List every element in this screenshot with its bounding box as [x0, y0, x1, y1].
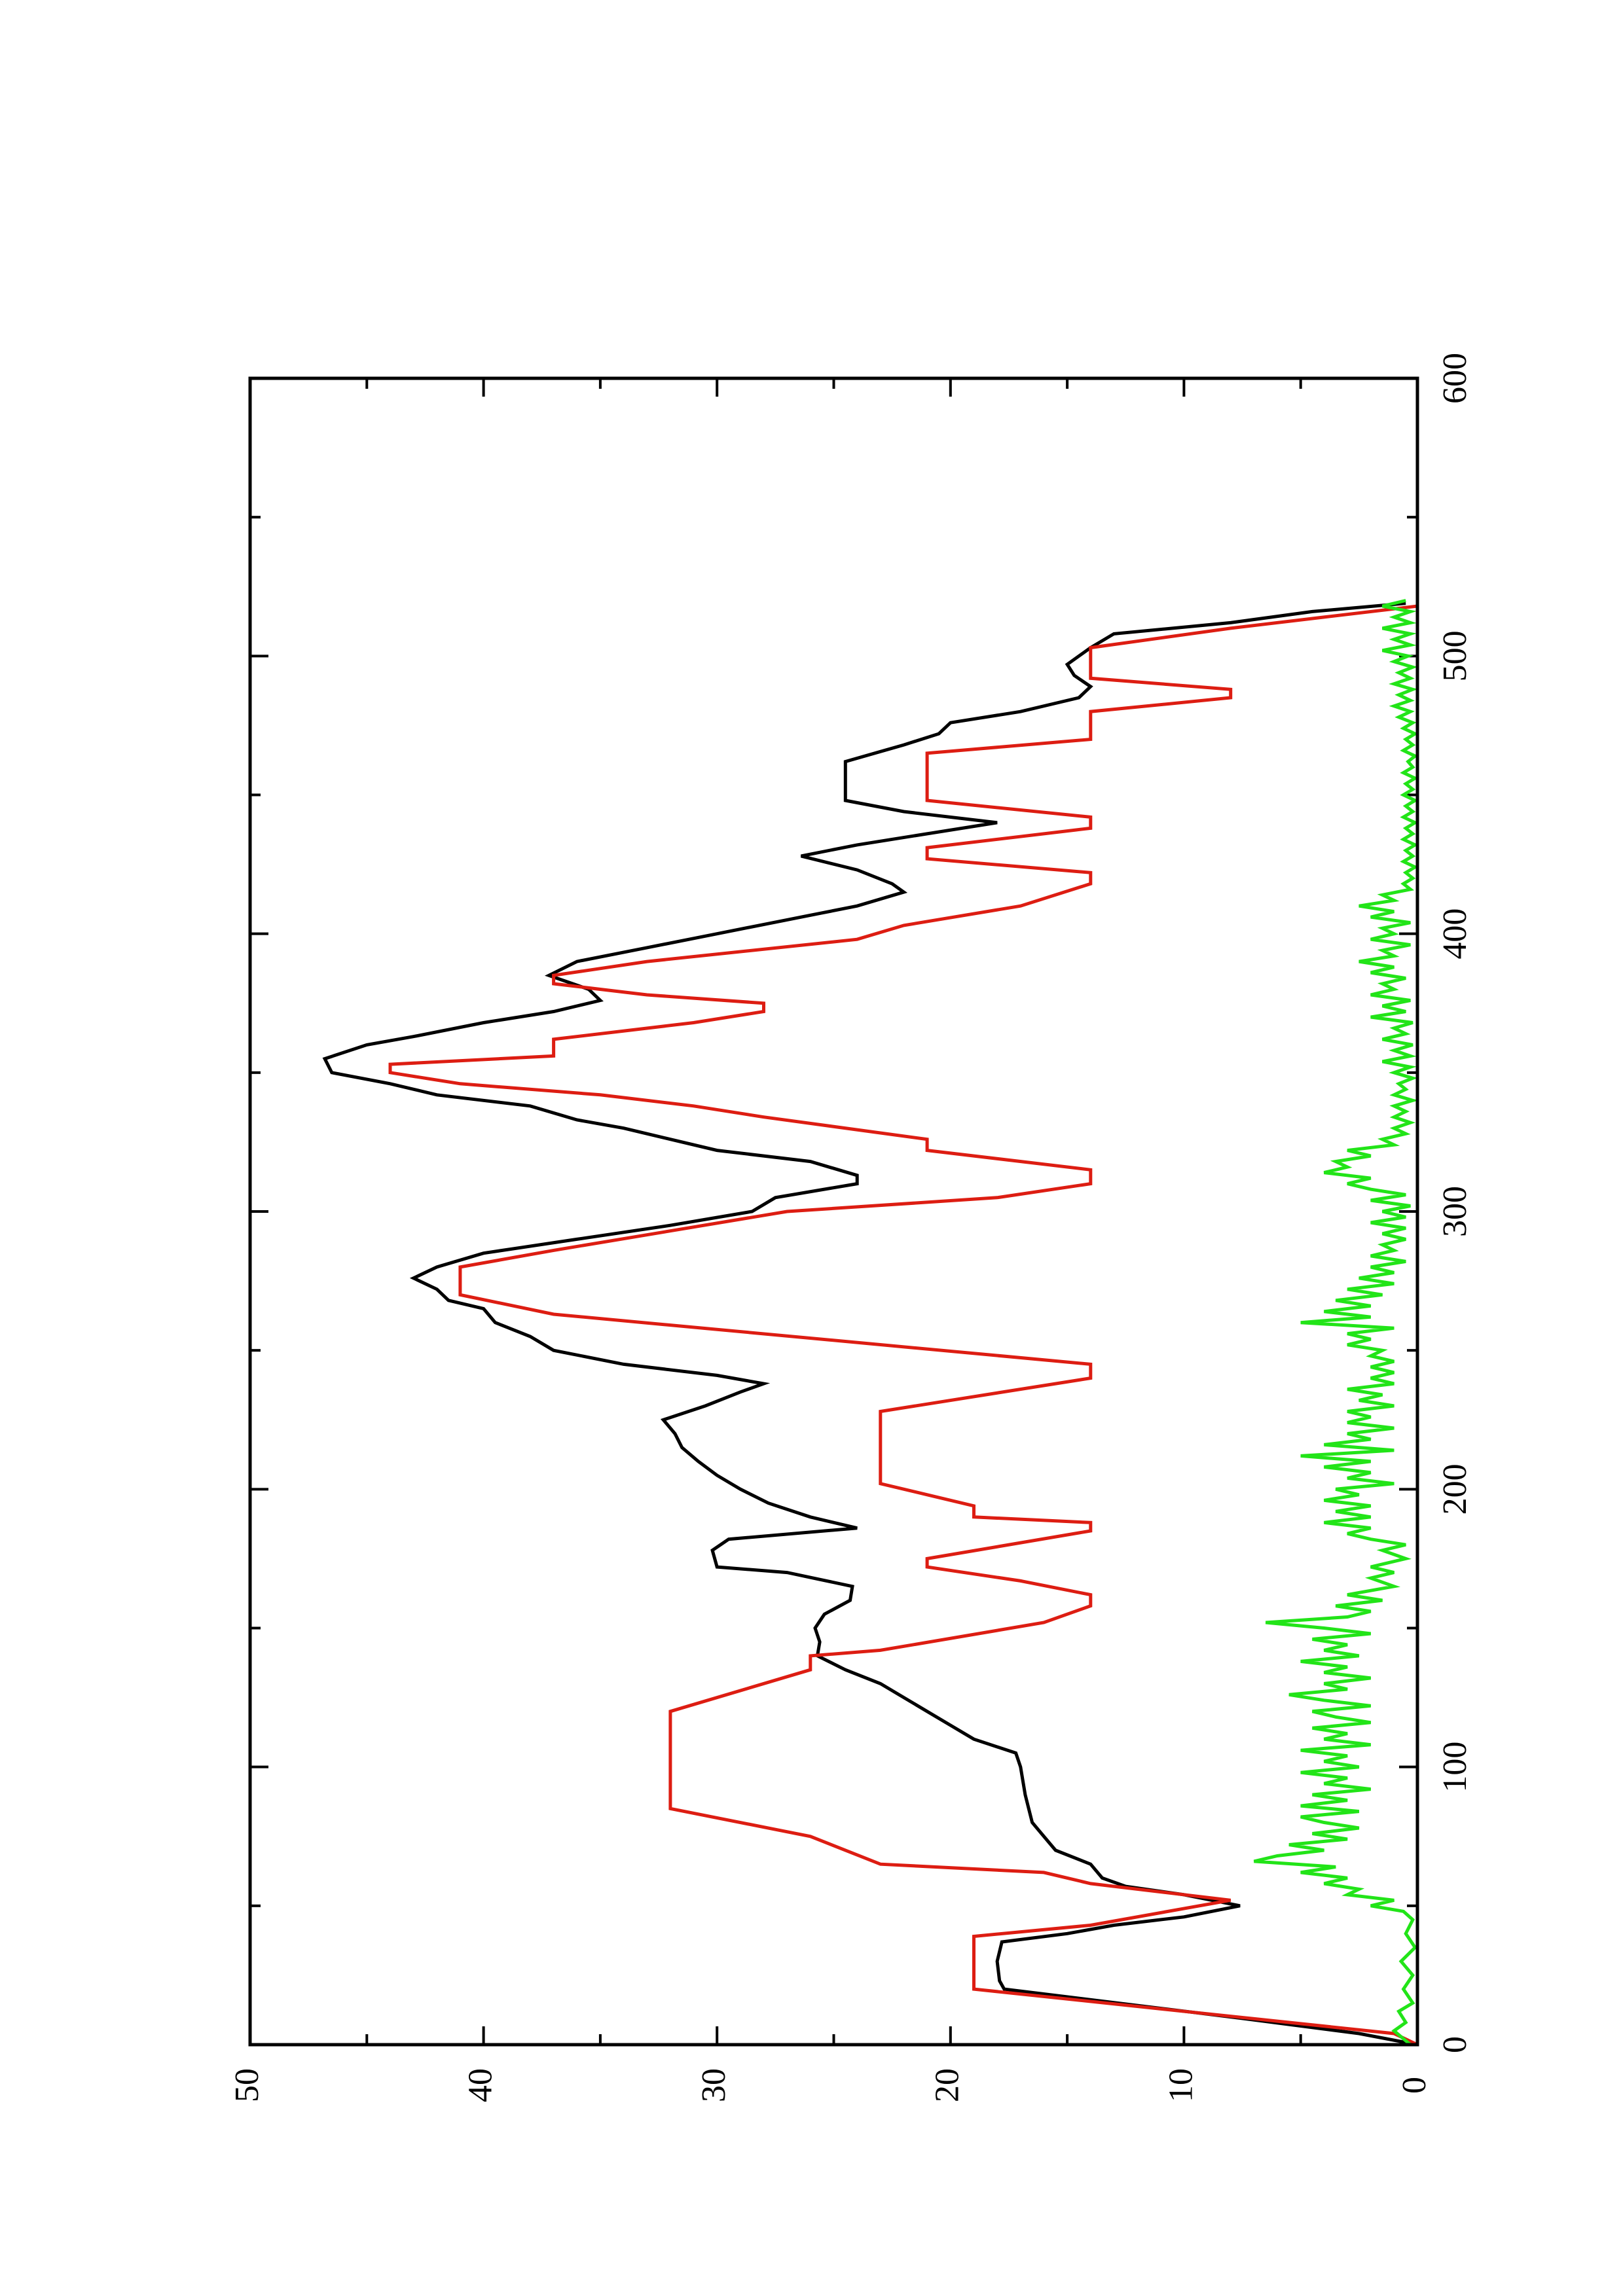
x-tick-label: 600 — [1436, 353, 1474, 404]
axis-tick-labels: 0 100 200 300 400 500 600 0 10 20 30 40 50 — [228, 353, 1474, 2102]
x-tick-label: 500 — [1436, 630, 1474, 681]
y-tick-label: 20 — [929, 2068, 966, 2102]
series-line-green — [1253, 599, 1419, 2046]
y-tick-label: 40 — [462, 2068, 500, 2102]
x-tick-label: 0 — [1436, 2036, 1474, 2053]
axis-ticks — [249, 377, 1419, 2046]
y-tick-label: 50 — [228, 2068, 266, 2102]
series-line-red — [388, 604, 1419, 2047]
y-tick-label: 30 — [695, 2068, 733, 2102]
series-line-black — [322, 601, 1418, 2047]
x-tick-label: 200 — [1436, 1463, 1474, 1515]
x-tick-label: 400 — [1436, 908, 1474, 960]
x-tick-label: 100 — [1436, 1742, 1474, 1793]
plot-frame — [248, 376, 1419, 2047]
y-tick-label: 0 — [1396, 2077, 1433, 2094]
y-tick-label: 10 — [1162, 2068, 1199, 2102]
x-tick-label: 300 — [1436, 1186, 1474, 1237]
data-series — [322, 599, 1419, 2047]
